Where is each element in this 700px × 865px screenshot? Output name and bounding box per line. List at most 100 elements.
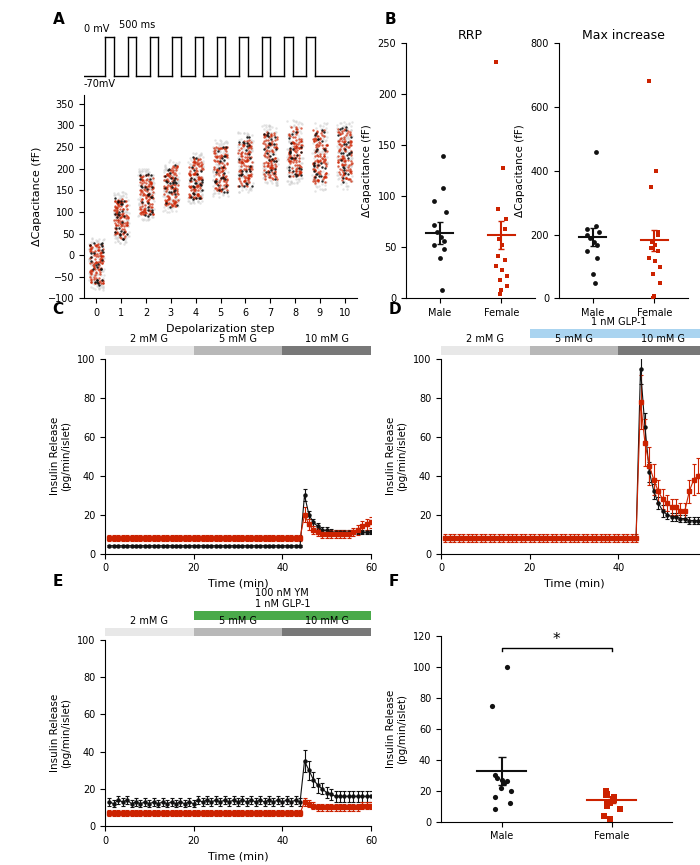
Point [246,165,257,179]
Point [338,123,349,137]
Point [196,155,207,169]
Point [118,202,129,216]
Point [284,146,295,160]
Point [290,150,302,163]
Point [160,161,172,175]
Point [314,137,326,151]
Point [257,161,268,175]
Point [244,144,256,158]
Point [92,276,104,290]
Point [146,190,157,204]
Point [267,176,278,189]
Point [284,163,295,177]
Point [160,185,172,199]
Point [340,137,351,151]
Point [213,174,224,188]
Point [116,214,127,227]
Point [654,260,666,274]
Point [112,194,123,208]
Point [262,125,273,139]
Point [290,152,302,166]
Point [188,180,199,194]
Point [218,181,230,195]
Point [111,223,122,237]
Point [85,238,96,252]
Point [220,169,232,183]
Point [169,195,180,209]
Point [246,160,258,174]
Point [161,196,172,210]
Point [138,197,149,211]
Point [169,168,180,182]
Point [241,153,253,167]
Point [244,160,255,174]
Point [110,226,121,240]
Point [320,153,331,167]
Point [294,148,305,162]
Point [234,174,246,188]
Point [246,141,257,155]
Point [346,144,357,157]
Point [284,134,295,148]
Point [109,207,120,221]
Point [284,144,295,158]
Point [240,164,251,178]
Point [337,183,349,196]
Point [169,183,180,197]
Point [339,168,350,182]
Point [320,144,331,158]
Point [193,152,204,166]
Point [161,172,172,186]
Point [242,152,253,166]
Point [258,142,270,156]
Point [264,161,275,175]
Point [261,165,272,179]
Point [270,125,281,139]
Point [161,184,172,198]
Point [265,122,276,136]
Point [272,152,284,166]
Point [284,144,295,158]
Point [89,256,100,270]
Point [163,192,174,206]
Point [284,163,295,176]
Point [213,150,224,163]
Point [308,172,319,186]
Point [346,154,357,168]
Point [216,185,228,199]
Point [121,202,132,216]
Point [241,125,252,139]
Point [344,138,355,152]
Point [309,157,320,171]
Point [333,138,344,151]
Point [99,233,110,247]
Point [166,197,177,211]
Point [93,240,104,254]
Point [91,275,102,289]
Point [307,161,318,175]
Point [184,168,195,182]
Point [285,151,296,164]
Point [292,124,303,138]
Point [312,160,323,174]
Point [173,193,184,207]
Point [167,199,178,213]
Point [492,248,503,262]
Point [144,186,155,200]
Point [317,141,328,155]
Point [169,181,181,195]
Point [110,218,121,232]
Point [314,166,325,180]
Point [318,175,330,189]
Point [121,202,132,215]
Point [245,139,256,153]
Point [184,190,195,204]
Point [310,163,321,176]
Point [172,176,183,190]
Point [285,170,296,183]
Point [222,140,233,154]
Point [168,176,179,189]
Point [161,195,172,209]
Point [259,128,270,142]
Point [87,274,98,288]
